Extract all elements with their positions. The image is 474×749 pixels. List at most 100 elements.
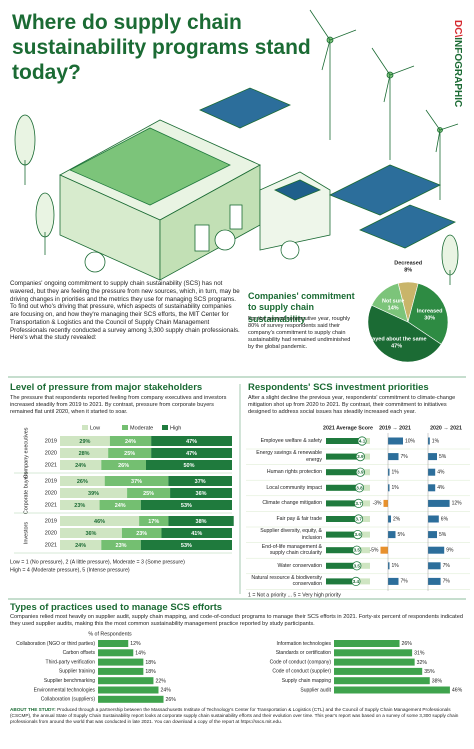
row-label: Supplier diversity, equity, & inclusion [260, 528, 322, 541]
change-value: 7% [443, 579, 451, 585]
bar-value: 47% [186, 451, 197, 457]
bar-label: Environmental technologies [34, 687, 96, 693]
score-bar [326, 578, 356, 585]
brand: DC\INFOGRAPHIC [452, 20, 463, 107]
note: 1 = Not a priority ... 5 = Very high pri… [248, 592, 341, 598]
bar [98, 658, 144, 666]
score-dot [355, 467, 365, 477]
score-dot [353, 514, 364, 524]
score-dot [351, 576, 361, 587]
score-value: 3.8 [356, 485, 363, 490]
bar-segment [121, 528, 162, 538]
year-label: 2021 [45, 462, 57, 468]
year-label: 2020 [45, 490, 57, 496]
bar [98, 667, 144, 675]
change-bar [428, 546, 445, 554]
bar-segment [151, 448, 232, 458]
bar-label: Supplier benchmarking [44, 678, 95, 684]
bar-value: 24% [75, 543, 86, 549]
intro-text: Companies' ongoing commitment to supply … [10, 280, 240, 342]
bar-label: Supplier training [59, 669, 95, 675]
bar-label: Supplier audit [300, 687, 331, 693]
bar-value: 53% [181, 503, 192, 509]
change-bar [428, 437, 430, 445]
change-value: -5% [370, 548, 379, 554]
bar-label: Information technologies [277, 641, 332, 647]
column-header: 2021 Average Score [323, 425, 373, 431]
change-bar [388, 484, 390, 492]
change-bar [388, 468, 390, 476]
bar-segment [60, 436, 110, 446]
row-label: Employee welfare & safety [260, 437, 322, 444]
legend-label: High [170, 425, 181, 431]
score-value: 3.9 [357, 454, 364, 459]
slice-value: 8% [404, 267, 412, 273]
bar [334, 649, 413, 657]
chart-subtitle: Companies relied most heavily on supplie… [10, 614, 463, 627]
change-bar [388, 562, 390, 570]
change-bar [388, 453, 399, 461]
row-label: Fair pay & fair trade [276, 515, 322, 522]
score-value: 3.9 [357, 470, 364, 475]
score-value: 3.5 [354, 548, 361, 553]
change-value: 4% [437, 485, 445, 491]
year-label: 2021 [45, 542, 57, 548]
bar-segment [108, 448, 152, 458]
bar-segment [161, 528, 232, 538]
page-title: Where do supply chain sustainability pro… [12, 11, 311, 84]
score-dot [352, 561, 362, 571]
bar [334, 686, 450, 694]
brand-prefix: DC\ [452, 20, 463, 37]
bar-value: 38% [196, 519, 207, 525]
row-label: Local community impact [266, 484, 322, 491]
score-bar [326, 469, 361, 476]
score-value: 3.4 [353, 579, 360, 584]
bar-value: 24% [125, 439, 136, 445]
score-dot [353, 498, 364, 508]
change-bar [428, 468, 436, 476]
row-label: Water conservation [277, 562, 323, 569]
bar [334, 640, 400, 647]
year-label: 2020 [45, 450, 57, 456]
bar-segment [151, 436, 232, 446]
legend-label: Moderate [130, 425, 153, 431]
bar-value: 28% [79, 451, 90, 457]
bar-segment [60, 488, 128, 498]
bar-segment [60, 460, 102, 470]
bar-segment [101, 540, 141, 550]
bar-label: Code of conduct (company) [270, 659, 332, 665]
bar-value: 23% [74, 503, 85, 509]
score-dot [353, 529, 363, 540]
about-text: Produced through a partnership between t… [10, 707, 459, 724]
bar-value: 25% [143, 491, 154, 497]
bar-segment [99, 500, 141, 510]
note: Low = 1 (No pressure), 2 (A little press… [10, 559, 185, 565]
bar-value: 26% [166, 697, 177, 703]
bar-segment [140, 500, 232, 510]
chart-subtitle: After a slight decline the previous year… [248, 395, 456, 415]
bar-segment [60, 540, 102, 550]
year-label: 2019 [45, 438, 57, 444]
slice-label: Decreased [394, 260, 422, 266]
score-value: 4.1 [359, 439, 366, 444]
change-bar [428, 453, 437, 461]
about-study: ABOUT THE STUDY: Produced through a part… [10, 707, 465, 725]
bar-segment [127, 488, 171, 498]
chart-title: Respondents' SCS investment priorities [248, 382, 429, 393]
change-bar [428, 515, 439, 523]
bar-label: Third-party verification [46, 659, 96, 665]
legend-swatch [162, 425, 168, 430]
bar-value: 39% [88, 491, 99, 497]
score-value: 3.5 [354, 563, 361, 568]
bar-label: Standards or certification [276, 650, 332, 656]
bar-label: Collaboration (NGO or third parties) [16, 641, 95, 647]
bar-value: 46% [452, 688, 463, 694]
change-value: 2% [393, 516, 401, 522]
change-value: 1% [432, 438, 440, 444]
score-bar [326, 453, 361, 460]
chart-text: For the second consecutive year, roughly… [248, 316, 351, 350]
bar-segment [140, 540, 232, 550]
column-header: 2019 → 2021 [379, 425, 411, 431]
